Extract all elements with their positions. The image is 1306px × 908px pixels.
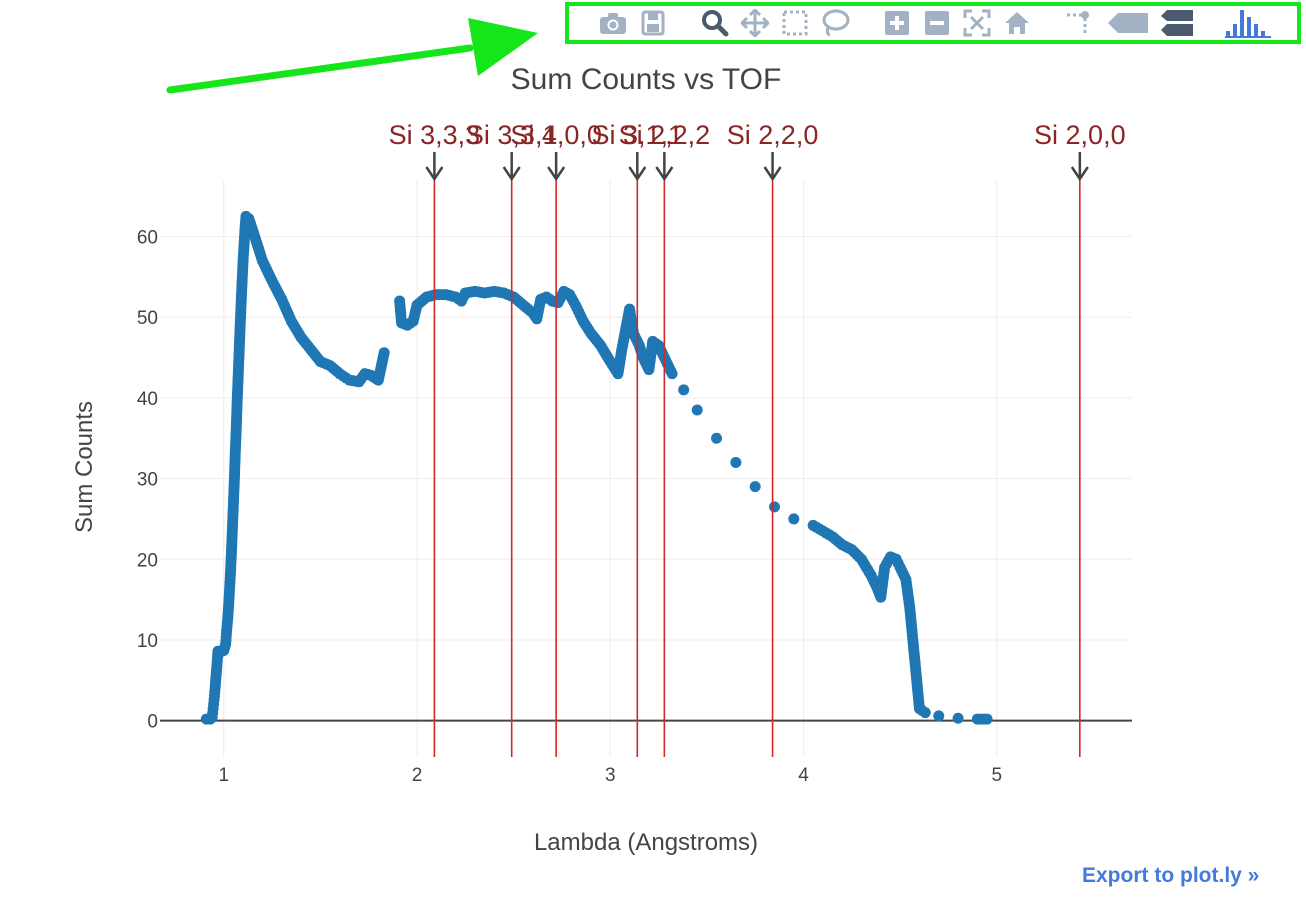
data-point <box>691 404 703 416</box>
x-tick-label: 5 <box>991 765 1002 786</box>
modebar-toolbar <box>565 2 1301 44</box>
annotation-arrowhead <box>763 166 782 182</box>
annotation-label: Si 2,2,0 <box>727 120 819 150</box>
reference-lines <box>433 180 1081 757</box>
y-tick-label: 10 <box>137 631 158 652</box>
hover-compare-icon <box>1159 9 1195 37</box>
zoom-icon <box>701 9 729 37</box>
data-point <box>788 513 800 525</box>
data-point <box>666 368 678 380</box>
annotation-label: Si 3,3,1 <box>466 120 558 150</box>
camera-icon <box>599 11 627 35</box>
data-point <box>378 347 390 359</box>
data-point <box>678 384 690 396</box>
annotation-label: Si 3,1,1 <box>592 120 684 150</box>
lasso-select-button[interactable] <box>820 9 850 37</box>
annotation-label: Si 4,0,0 <box>510 120 602 150</box>
save-icon <box>641 10 665 36</box>
y-tick-label: 20 <box>137 550 158 571</box>
grid-lines <box>160 180 1132 757</box>
autoscale-icon <box>963 9 991 37</box>
y-tick-label: 40 <box>137 389 158 410</box>
x-tick-label: 1 <box>218 765 229 786</box>
y-tick-label: 60 <box>137 227 158 248</box>
annotation-arrowhead <box>425 166 444 182</box>
zoom-button[interactable] <box>701 9 729 37</box>
spike-lines-button[interactable] <box>1065 9 1093 37</box>
y-tick-label: 30 <box>137 470 158 491</box>
save-button[interactable] <box>639 9 667 37</box>
annotation-label: Si 3,3,3 <box>389 120 481 150</box>
data-point <box>952 712 964 724</box>
data-point <box>769 501 781 513</box>
box-select-button[interactable] <box>781 9 809 37</box>
data-point <box>981 713 993 725</box>
annotations: Si 3,3,3Si 3,3,1Si 4,0,0Si 3,1,1Si 2,2,2… <box>389 120 1126 182</box>
y-axis-label: Sum Counts <box>71 401 98 533</box>
zoom-out-icon <box>924 10 950 36</box>
annotation-arrowhead <box>628 166 647 182</box>
zoom-out-button[interactable] <box>923 9 951 37</box>
chart-title: Sum Counts vs TOF <box>511 63 782 96</box>
pan-icon <box>741 9 769 37</box>
export-to-plotly-link[interactable]: Export to plot.ly » <box>1082 864 1260 887</box>
y-tick-label: 0 <box>147 712 158 733</box>
annotation-arrowhead <box>547 166 566 182</box>
data-points <box>200 210 993 725</box>
annotation-arrowhead <box>1070 166 1089 182</box>
spike-lines-icon <box>1065 10 1093 36</box>
plotly-logo-button[interactable] <box>1224 7 1272 39</box>
hover-compare-button[interactable] <box>1161 9 1193 37</box>
zoom-in-icon <box>884 10 910 36</box>
hover-closest-icon <box>1106 10 1150 36</box>
pan-button[interactable] <box>741 9 769 37</box>
x-tick-label: 2 <box>412 765 423 786</box>
data-point <box>749 481 761 493</box>
data-point <box>711 432 723 444</box>
data-point <box>933 710 945 722</box>
home-icon <box>1003 10 1031 36</box>
autoscale-button[interactable] <box>963 9 991 37</box>
data-point <box>730 456 742 468</box>
annotation-label: Si 2,0,0 <box>1034 120 1126 150</box>
y-tick-label: 50 <box>137 308 158 329</box>
data-point <box>919 707 931 719</box>
home-button[interactable] <box>1003 9 1031 37</box>
lasso-select-icon <box>820 9 850 37</box>
box-select-icon <box>781 9 809 37</box>
annotation-label: Si 2,2,2 <box>619 120 711 150</box>
plotly-logo-icon <box>1224 7 1272 39</box>
x-axis-label: Lambda (Angstroms) <box>534 829 758 856</box>
annotation-arrowhead <box>655 166 674 182</box>
hover-closest-button[interactable] <box>1105 9 1151 37</box>
x-tick-label: 4 <box>798 765 809 786</box>
camera-button[interactable] <box>599 9 627 37</box>
zoom-in-button[interactable] <box>883 9 911 37</box>
x-tick-label: 3 <box>605 765 616 786</box>
annotation-arrowhead <box>502 166 521 182</box>
